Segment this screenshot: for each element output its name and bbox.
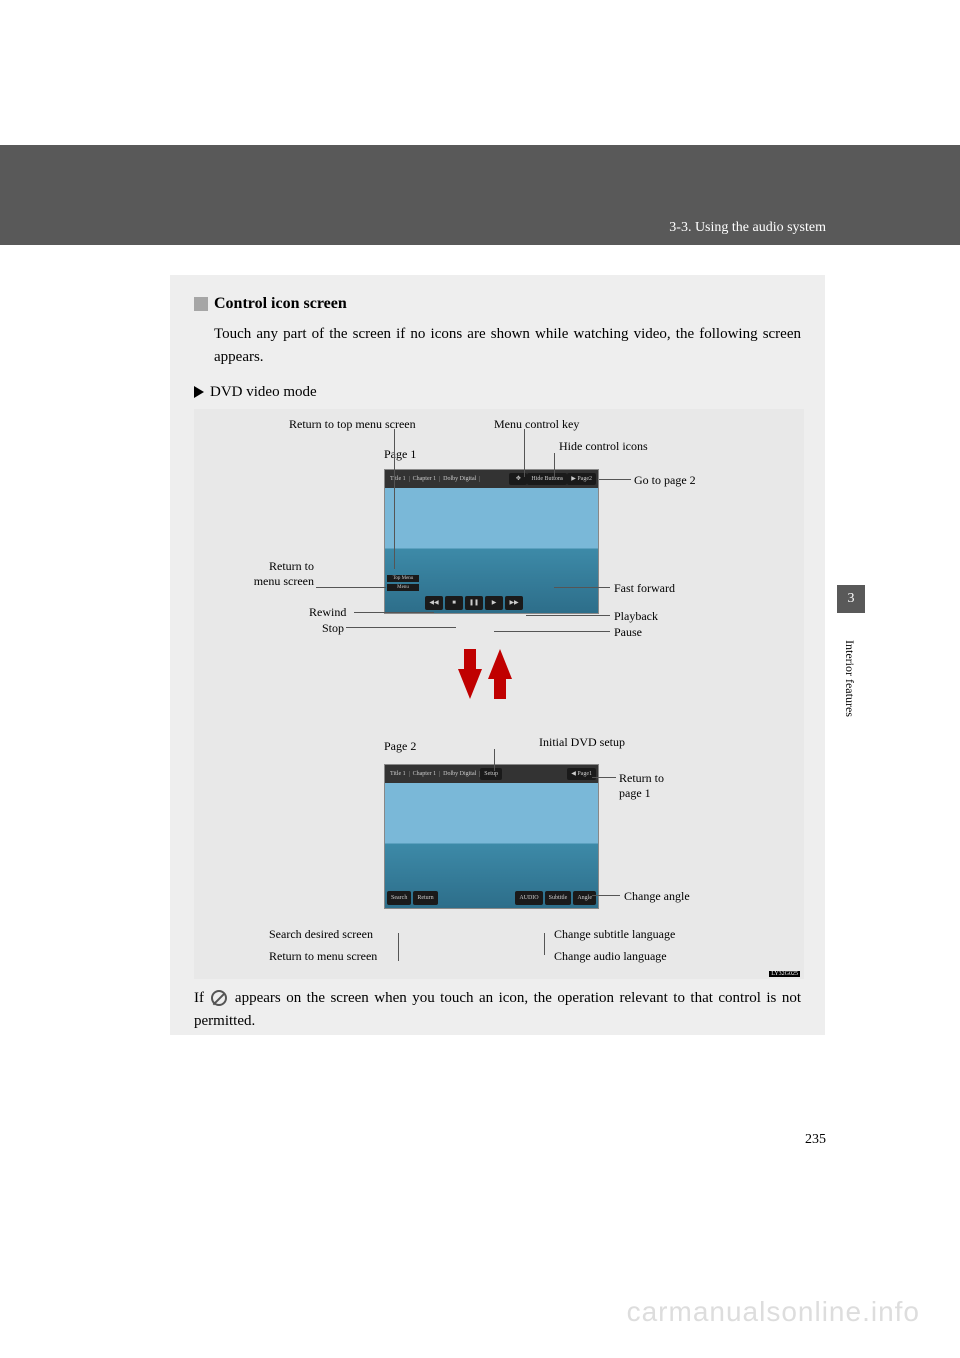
topbar-chapter: Chapter 1 xyxy=(410,476,441,482)
lbl-rewind: Rewind xyxy=(309,605,346,620)
lbl-audio: Change audio language xyxy=(554,949,667,964)
pause-btn[interactable]: ❚❚ xyxy=(465,596,483,610)
section-title: 3-3. Using the audio system xyxy=(669,220,826,236)
mode-text: DVD video mode xyxy=(210,384,317,401)
page1-btn[interactable]: ◀ Page1 xyxy=(567,768,596,780)
dvd-screen-page2: Title 1 Chapter 1 Dolby Digital Setup ◀ … xyxy=(384,764,599,909)
lbl-pause: Pause xyxy=(614,625,642,640)
topbar2-chapter: Chapter 1 xyxy=(410,771,441,777)
arrow-down-icon xyxy=(458,669,482,699)
leader-line xyxy=(592,777,616,778)
leader-line xyxy=(316,587,386,588)
leader-line xyxy=(394,429,395,569)
lbl-angle: Change angle xyxy=(624,889,690,904)
stop-btn[interactable]: ■ xyxy=(445,596,463,610)
return-btn[interactable]: Return xyxy=(413,891,437,905)
footer-note: If appears on the screen when you touch … xyxy=(194,987,801,1034)
lbl-playback: Playback xyxy=(614,609,658,624)
subhead-title: Control icon screen xyxy=(214,295,347,313)
lbl-page2: Page 2 xyxy=(384,739,416,754)
triangle-bullet-icon xyxy=(194,386,204,398)
leader-line xyxy=(346,627,456,628)
setup-btn[interactable]: Setup xyxy=(480,768,502,780)
leader-line xyxy=(354,612,434,613)
leader-line xyxy=(554,587,610,588)
topbar2-dolby: Dolby Digital xyxy=(440,771,480,777)
leader-line xyxy=(398,933,399,961)
dvd-screen-page1: Title 1 Chapter 1 Dolby Digital ✥ Hide B… xyxy=(384,469,599,614)
mode-row: DVD video mode xyxy=(194,384,801,401)
leader-line xyxy=(526,615,610,616)
search-btn[interactable]: Search xyxy=(387,891,411,905)
subtitle-btn[interactable]: Subtitle xyxy=(545,891,572,905)
side-section-label: Interior features xyxy=(842,640,857,717)
arrow-down-stem xyxy=(464,649,476,669)
arrow-up-icon xyxy=(488,649,512,679)
lbl-return-top: Return to top menu screen xyxy=(289,417,416,432)
lbl-retmenu2: Return to menu screen xyxy=(269,949,377,964)
lbl-menu-key: Menu control key xyxy=(494,417,579,432)
lbl-hide: Hide control icons xyxy=(559,439,648,454)
screen1-topbar: Title 1 Chapter 1 Dolby Digital ✥ Hide B… xyxy=(385,470,598,488)
menu-buttons-group: Top Menu Menu xyxy=(387,575,419,591)
leader-line xyxy=(599,479,631,480)
top-menu-btn[interactable]: Top Menu xyxy=(387,575,419,582)
audio-btn[interactable]: AUDIO xyxy=(515,891,542,905)
screen2-bottombar: Search Return AUDIO Subtitle Angle xyxy=(385,888,598,908)
image-code: LY32G025 xyxy=(769,971,800,977)
lbl-gopage2: Go to page 2 xyxy=(634,473,696,488)
ff-btn[interactable]: ▶▶ xyxy=(505,596,523,610)
leader-line xyxy=(554,453,555,477)
angle-btn[interactable]: Angle xyxy=(573,891,596,905)
lbl-retpage1: Return topage 1 xyxy=(619,771,664,801)
leader-line xyxy=(494,631,610,632)
arrow-up-stem xyxy=(494,679,506,699)
menu-btn[interactable]: Menu xyxy=(387,584,419,591)
footer-b: appears on the screen when you touch an … xyxy=(194,990,801,1029)
lbl-ff: Fast forward xyxy=(614,581,675,596)
leader-line xyxy=(524,429,525,477)
prohibit-icon xyxy=(211,990,227,1006)
lbl-initial: Initial DVD setup xyxy=(539,735,625,750)
subhead-row: Control icon screen xyxy=(194,295,801,313)
leader-line xyxy=(494,749,495,771)
topbar-title: Title 1 xyxy=(387,476,410,482)
square-bullet-icon xyxy=(194,297,208,311)
page-number: 235 xyxy=(805,1132,826,1148)
footer-a: If xyxy=(194,990,209,1006)
watermark: carmanualsonline.info xyxy=(627,1296,920,1328)
topbar-dolby: Dolby Digital xyxy=(440,476,480,482)
rewind-btn[interactable]: ◀◀ xyxy=(425,596,443,610)
content-box: Control icon screen Touch any part of th… xyxy=(170,275,825,1035)
lbl-returnmenu: Return tomenu screen xyxy=(224,559,314,589)
topbar2-title: Title 1 xyxy=(387,771,410,777)
chapter-tab: 3 xyxy=(837,585,865,613)
lbl-search2: Search desired screen xyxy=(269,927,373,942)
lbl-stop: Stop xyxy=(294,621,344,636)
diagram-container: Title 1 Chapter 1 Dolby Digital ✥ Hide B… xyxy=(194,409,804,979)
screen1-bottombar: ◀◀ ■ ❚❚ ▶ ▶▶ xyxy=(385,593,598,613)
leader-line xyxy=(544,933,545,955)
screen2-topbar: Title 1 Chapter 1 Dolby Digital Setup ◀ … xyxy=(385,765,598,783)
leader-line xyxy=(592,895,620,896)
lbl-page1: Page 1 xyxy=(384,447,416,462)
lbl-subtitle: Change subtitle language xyxy=(554,927,675,942)
intro-text: Touch any part of the screen if no icons… xyxy=(214,323,801,370)
play-btn[interactable]: ▶ xyxy=(485,596,503,610)
hide-buttons-btn[interactable]: Hide Buttons xyxy=(527,473,567,485)
page2-btn[interactable]: ▶ Page2 xyxy=(567,473,596,485)
